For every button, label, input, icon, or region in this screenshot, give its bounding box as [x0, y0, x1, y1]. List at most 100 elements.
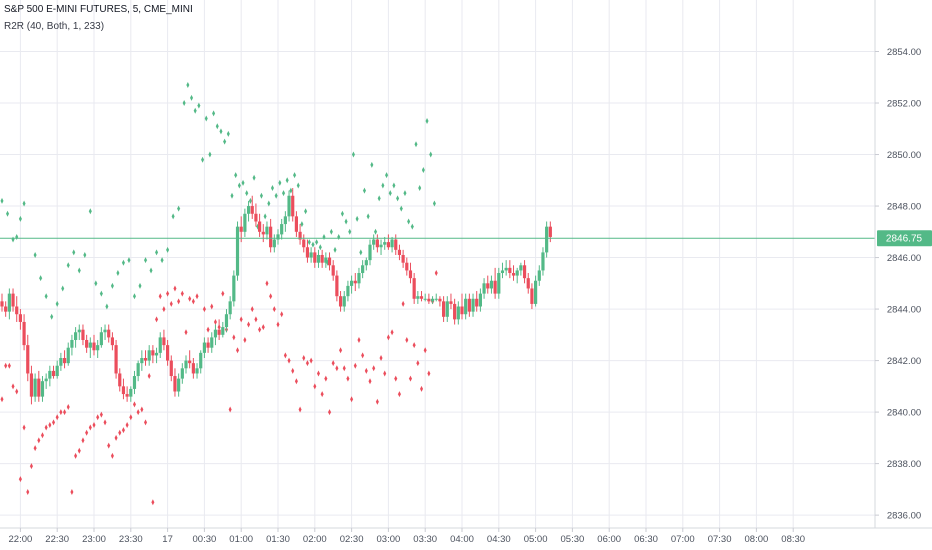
lower-point	[7, 362, 11, 369]
candle-body	[166, 345, 170, 361]
candle	[401, 249, 405, 268]
candle	[44, 373, 48, 389]
candle-body	[213, 329, 218, 338]
candle	[489, 275, 494, 294]
candle-body	[434, 298, 438, 300]
time-tick-label: 06:00	[597, 534, 621, 545]
lower-point	[258, 326, 262, 333]
upper-point	[22, 200, 26, 207]
candle	[346, 280, 350, 302]
candle-body	[504, 267, 508, 271]
upper-point	[385, 172, 389, 179]
upper-point	[348, 228, 352, 235]
lower-point	[147, 373, 151, 380]
candle-body	[493, 280, 497, 294]
candle-body	[33, 378, 37, 397]
candle-body	[486, 283, 490, 289]
candle	[15, 296, 19, 322]
upper-point	[94, 280, 98, 287]
candle-body	[217, 329, 221, 335]
candle-body	[184, 360, 188, 369]
candle	[272, 234, 276, 253]
lower-point	[195, 293, 199, 300]
upper-point	[289, 187, 293, 194]
candle	[180, 363, 184, 384]
candle-body	[125, 394, 129, 397]
candle	[88, 337, 92, 359]
candle-body	[316, 254, 321, 263]
candle-body	[427, 298, 431, 302]
lower-point	[184, 329, 188, 336]
candle-body	[70, 339, 74, 348]
lower-point	[11, 383, 15, 390]
candle	[397, 244, 402, 261]
upper-point	[274, 192, 278, 199]
price-axis[interactable]	[875, 0, 932, 550]
candle	[118, 368, 122, 392]
indicator-title[interactable]: R2R (40, Both, 1, 233)	[4, 21, 105, 32]
time-axis[interactable]	[0, 528, 875, 550]
candle	[482, 278, 486, 299]
candle-body	[4, 306, 8, 312]
lower-point	[121, 427, 125, 434]
price-tick-label: 2840.00	[887, 408, 921, 419]
candle	[335, 270, 339, 302]
candle	[280, 218, 284, 240]
lower-point	[96, 414, 100, 421]
candle-body	[537, 270, 541, 281]
time-tick-label: 05:00	[524, 534, 548, 545]
candle	[353, 273, 357, 292]
candle	[291, 188, 295, 222]
upper-point	[344, 218, 348, 225]
candle-body	[7, 293, 11, 312]
candle-body	[338, 296, 343, 307]
candle	[136, 360, 140, 382]
lower-point	[316, 370, 320, 377]
candle-body	[81, 329, 85, 340]
upper-point	[116, 270, 120, 277]
candle-body	[423, 298, 427, 300]
time-tick-label: 02:00	[303, 534, 327, 545]
candle	[423, 293, 427, 302]
candle-body	[59, 358, 63, 366]
candle	[416, 291, 420, 304]
candle	[419, 291, 424, 302]
upper-point	[432, 200, 436, 207]
symbol-title[interactable]: S&P 500 E-MINI FUTURES, 5, CME_MINI	[4, 4, 193, 15]
candle	[188, 350, 192, 369]
lower-point	[55, 414, 59, 421]
candle	[386, 234, 390, 250]
lower-point	[305, 360, 309, 367]
upper-point	[425, 118, 429, 125]
candle	[383, 236, 387, 250]
candle-body	[246, 206, 251, 214]
price-tick-label: 2842.00	[887, 356, 921, 367]
lower-point	[162, 306, 166, 313]
candle-body	[497, 273, 501, 294]
candle	[96, 339, 100, 359]
candle	[70, 334, 74, 356]
candle-body	[397, 249, 402, 255]
time-tick-label: 08:00	[745, 534, 769, 545]
time-tick-label: 03:00	[377, 534, 401, 545]
candle-body	[383, 242, 387, 245]
lower-point	[92, 421, 96, 428]
price-tick-label: 2844.00	[887, 305, 921, 316]
candle-body	[66, 347, 70, 364]
candle	[154, 347, 159, 364]
upper-point	[237, 182, 241, 189]
upper-point	[44, 293, 48, 300]
candle-body	[151, 350, 155, 356]
candle	[210, 332, 214, 353]
lower-point	[420, 385, 424, 392]
candle	[0, 293, 4, 312]
candle	[438, 296, 442, 307]
upper-point	[127, 257, 131, 264]
upper-point	[212, 110, 216, 117]
candle-body	[327, 257, 332, 266]
upper-point	[259, 192, 263, 199]
candle	[129, 386, 133, 402]
candle-body	[96, 345, 100, 351]
candle-body	[162, 337, 166, 346]
